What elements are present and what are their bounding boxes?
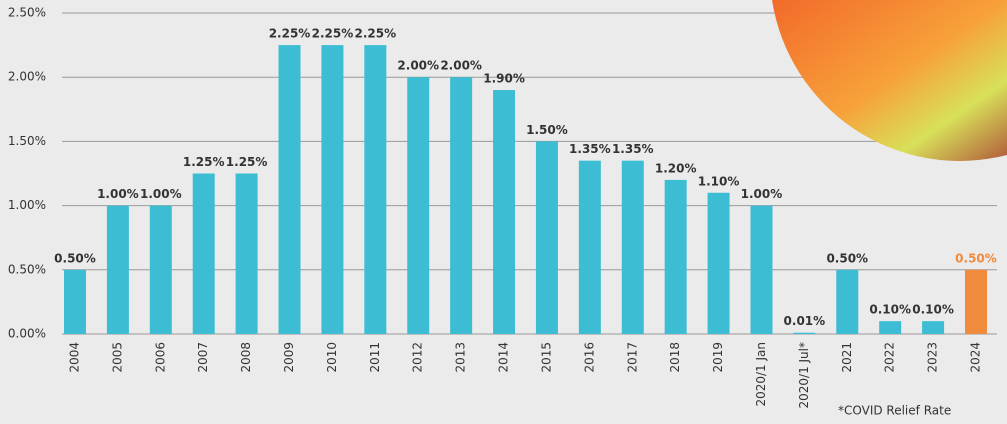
bar: [407, 77, 429, 334]
x-tick-label: 2013: [454, 342, 468, 373]
chart: 0.00% 0.50% 1.00% 1.50% 2.00% 2.50% 0.50% 2004 1…: [0, 0, 1007, 424]
value-label: 1.20%: [655, 161, 697, 175]
bar: [236, 174, 258, 335]
value-label: 2.25%: [312, 27, 354, 41]
value-label: 1.25%: [226, 155, 268, 169]
x-tick-label: 2005: [110, 342, 124, 373]
x-tick-label: 2020/1 Jan: [754, 342, 768, 407]
value-label: 1.00%: [741, 187, 783, 201]
value-label: 1.10%: [698, 174, 740, 188]
y-tick-label: 2.50%: [8, 6, 46, 20]
x-tick-label: 2022: [883, 342, 897, 373]
value-label: 1.35%: [612, 142, 654, 156]
bar: [750, 206, 772, 334]
bar: [622, 161, 644, 334]
value-label: 1.00%: [97, 187, 139, 201]
x-tick-label: 2014: [497, 342, 511, 373]
value-label: 2.00%: [397, 59, 439, 73]
value-label: 1.35%: [569, 142, 611, 156]
bar: [536, 141, 558, 334]
value-label: 0.10%: [869, 303, 911, 317]
value-label: 2.00%: [440, 59, 482, 73]
y-tick-label: 0.50%: [8, 262, 46, 276]
x-tick-label: 2024: [969, 342, 983, 373]
bar: [965, 270, 987, 334]
x-tick-label: 2007: [196, 342, 210, 373]
value-label: 0.50%: [955, 251, 997, 265]
x-tick-label: 2019: [711, 342, 725, 373]
value-label: 0.50%: [826, 251, 868, 265]
value-label: 2.25%: [355, 27, 397, 41]
bar: [107, 206, 129, 334]
bar: [665, 180, 687, 334]
x-tick-label: 2023: [926, 342, 940, 373]
bar: [836, 270, 858, 334]
x-tick-label: 2021: [840, 342, 854, 373]
bar: [879, 321, 901, 334]
value-label: 2.25%: [269, 27, 311, 41]
bar: [579, 161, 601, 334]
value-label: 1.00%: [140, 187, 182, 201]
bar: [793, 333, 815, 334]
bar: [493, 90, 515, 334]
x-tick-label: 2008: [239, 342, 253, 373]
x-tick-label: 2012: [411, 342, 425, 373]
annotation: *COVID Relief Rate: [838, 404, 951, 418]
bar: [450, 77, 472, 334]
bar: [708, 193, 730, 334]
x-tick-label: 2017: [625, 342, 639, 373]
bar: [364, 45, 386, 334]
value-label: 1.50%: [526, 123, 568, 137]
x-tick-label: 2010: [325, 342, 339, 373]
value-label: 1.90%: [483, 72, 525, 86]
y-tick-label: 0.00%: [8, 327, 46, 341]
y-tick-label: 1.00%: [8, 198, 46, 212]
x-tick-label: 2016: [582, 342, 596, 373]
bar: [64, 270, 86, 334]
bar: [193, 174, 215, 335]
y-tick-label: 1.50%: [8, 134, 46, 148]
decorative-photo: [772, 0, 1007, 161]
value-label: 0.10%: [912, 303, 954, 317]
value-label: 0.01%: [784, 314, 826, 328]
value-label: 1.25%: [183, 155, 225, 169]
x-tick-label: 2009: [282, 342, 296, 373]
x-tick-label: 2018: [668, 342, 682, 373]
x-tick-label: 2011: [368, 342, 382, 373]
bar: [279, 45, 301, 334]
x-tick-label: 2015: [539, 342, 553, 373]
bar: [922, 321, 944, 334]
y-tick-label: 2.00%: [8, 70, 46, 84]
bar: [150, 206, 172, 334]
x-tick-label: 2020/1 Jul*: [797, 342, 811, 409]
value-label: 0.50%: [54, 251, 96, 265]
x-tick-label: 2004: [68, 342, 82, 373]
x-tick-label: 2006: [153, 342, 167, 373]
bar: [321, 45, 343, 334]
